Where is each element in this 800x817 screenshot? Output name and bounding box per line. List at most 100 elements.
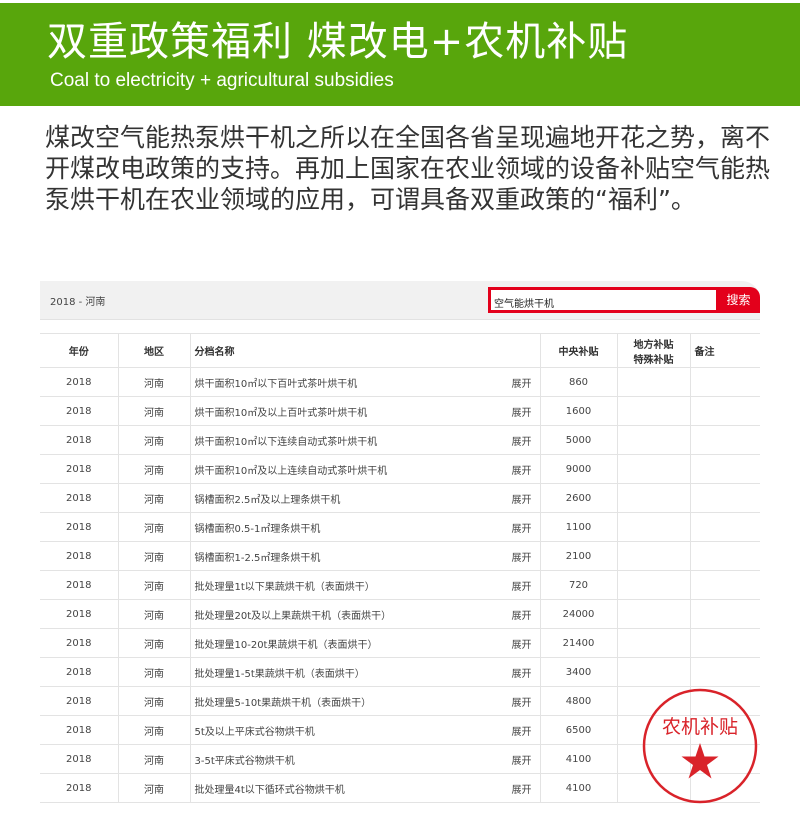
star-icon [681, 743, 719, 779]
cell-note [689, 396, 760, 426]
cell-local [616, 628, 691, 658]
table-header: 年份 地区 分档名称 中央补贴 地方补贴 特殊补贴 备注 [40, 333, 760, 368]
cell-central: 4100 [539, 773, 618, 803]
cell-central: 1100 [539, 512, 618, 542]
cell-local [616, 425, 691, 455]
col-local: 地方补贴 特殊补贴 [616, 333, 691, 368]
cell-note [689, 483, 760, 513]
cell-central: 6500 [539, 715, 618, 745]
cell-central: 1600 [539, 396, 618, 426]
item-name: 批处理量1-5t果蔬烘干机（表面烘干） [194, 668, 365, 680]
item-name: 锅槽面积2.5㎡及以上理条烘干机 [194, 494, 341, 506]
cell-year: 2018 [40, 657, 119, 687]
cell-central: 860 [539, 367, 618, 397]
cell-central: 4800 [539, 686, 618, 716]
cell-year: 2018 [40, 628, 119, 658]
cell-central: 21400 [539, 628, 618, 658]
cell-local [616, 657, 691, 687]
banner-title: 双重政策福利 煤改电+农机补贴 [47, 19, 629, 65]
cell-region: 河南 [117, 744, 191, 774]
expand-link[interactable]: 展开 [511, 610, 532, 622]
cell-year: 2018 [40, 715, 119, 745]
table-row: 2018 河南 烘干面积10㎡以下百叶式茶叶烘干机 展开 860 [40, 367, 760, 397]
cell-name: 批处理量1t以下果蔬烘干机（表面烘干） 展开 [189, 570, 541, 600]
cell-note [689, 657, 760, 687]
cell-note [689, 541, 760, 571]
expand-link[interactable]: 展开 [511, 465, 532, 477]
cell-note [689, 570, 760, 600]
cell-name: 批处理量4t以下循环式谷物烘干机 展开 [189, 773, 541, 803]
cell-year: 2018 [40, 396, 119, 426]
cell-region: 河南 [117, 483, 191, 513]
search-input[interactable]: 空气能烘干机 [488, 287, 719, 313]
cell-region: 河南 [117, 657, 191, 687]
expand-link[interactable]: 展开 [511, 697, 532, 709]
expand-link[interactable]: 展开 [511, 668, 532, 680]
expand-link[interactable]: 展开 [511, 378, 532, 390]
cell-name: 锅槽面积2.5㎡及以上理条烘干机 展开 [189, 483, 541, 513]
cell-note [689, 773, 760, 803]
table-row: 2018 河南 批处理量1-5t果蔬烘干机（表面烘干） 展开 3400 [40, 657, 760, 687]
banner-subtitle: Coal to electricity + agricultural subsi… [50, 70, 394, 91]
col-central: 中央补贴 [539, 333, 618, 368]
cell-note [689, 599, 760, 629]
cell-note [689, 425, 760, 455]
cell-name: 批处理量10-20t果蔬烘干机（表面烘干） 展开 [189, 628, 541, 658]
cell-name: 批处理量5-10t果蔬烘干机（表面烘干） 展开 [189, 686, 541, 716]
item-name: 批处理量5-10t果蔬烘干机（表面烘干） [194, 697, 372, 709]
cell-local [616, 541, 691, 571]
search-button[interactable]: 搜索 [717, 287, 760, 313]
expand-link[interactable]: 展开 [511, 407, 532, 419]
subsidy-stamp: 农机补贴 [642, 688, 758, 804]
table-row: 2018 河南 批处理量4t以下循环式谷物烘干机 展开 4100 [40, 773, 760, 803]
cell-name: 批处理量20t及以上果蔬烘干机（表面烘干） 展开 [189, 599, 541, 629]
expand-link[interactable]: 展开 [511, 784, 532, 796]
table-row: 2018 河南 批处理量20t及以上果蔬烘干机（表面烘干） 展开 24000 [40, 599, 760, 629]
cell-year: 2018 [40, 570, 119, 600]
cell-note [689, 454, 760, 484]
expand-link[interactable]: 展开 [511, 581, 532, 593]
cell-region: 河南 [117, 570, 191, 600]
expand-link[interactable]: 展开 [511, 639, 532, 651]
expand-link[interactable]: 展开 [511, 755, 532, 767]
expand-link[interactable]: 展开 [511, 552, 532, 564]
cell-region: 河南 [117, 628, 191, 658]
intro-text: 煤改空气能热泵烘干机之所以在全国各省呈现遍地开花之势，离不开煤改电政策的支持。再… [45, 123, 771, 214]
cell-note [689, 628, 760, 658]
cell-region: 河南 [117, 599, 191, 629]
item-name: 锅槽面积0.5-1㎡理条烘干机 [194, 523, 321, 535]
cell-region: 河南 [117, 367, 191, 397]
cell-year: 2018 [40, 454, 119, 484]
item-name: 烘干面积10㎡及以上百叶式茶叶烘干机 [194, 407, 368, 419]
col-year: 年份 [40, 333, 119, 368]
cell-local [616, 715, 691, 745]
cell-name: 烘干面积10㎡以下百叶式茶叶烘干机 展开 [189, 367, 541, 397]
item-name: 锅槽面积1-2.5㎡理条烘干机 [194, 552, 321, 564]
item-name: 烘干面积10㎡及以上连续自动式茶叶烘干机 [194, 465, 388, 477]
col-note: 备注 [689, 333, 760, 368]
cell-year: 2018 [40, 541, 119, 571]
cell-note [689, 715, 760, 745]
table-row: 2018 河南 批处理量10-20t果蔬烘干机（表面烘干） 展开 21400 [40, 628, 760, 658]
cell-local [616, 599, 691, 629]
col-local-label: 地方补贴 [633, 339, 674, 351]
cell-year: 2018 [40, 425, 119, 455]
cell-year: 2018 [40, 599, 119, 629]
item-name: 5t及以上平床式谷物烘干机 [194, 726, 315, 738]
expand-link[interactable]: 展开 [511, 726, 532, 738]
table-row: 2018 河南 烘干面积10㎡及以上连续自动式茶叶烘干机 展开 9000 [40, 454, 760, 484]
item-name: 批处理量10-20t果蔬烘干机（表面烘干） [194, 639, 378, 651]
cell-central: 2100 [539, 541, 618, 571]
item-name: 批处理量1t以下果蔬烘干机（表面烘干） [194, 581, 375, 593]
cell-year: 2018 [40, 367, 119, 397]
expand-link[interactable]: 展开 [511, 436, 532, 448]
cell-central: 2600 [539, 483, 618, 513]
item-name: 批处理量4t以下循环式谷物烘干机 [194, 784, 345, 796]
expand-link[interactable]: 展开 [511, 494, 532, 506]
table-row: 2018 河南 批处理量5-10t果蔬烘干机（表面烘干） 展开 4800 [40, 686, 760, 716]
expand-link[interactable]: 展开 [511, 523, 532, 535]
cell-name: 5t及以上平床式谷物烘干机 展开 [189, 715, 541, 745]
cell-name: 批处理量1-5t果蔬烘干机（表面烘干） 展开 [189, 657, 541, 687]
subsidy-table: 年份 地区 分档名称 中央补贴 地方补贴 特殊补贴 备注 2018 河南 烘干面积… [40, 333, 760, 803]
cell-region: 河南 [117, 512, 191, 542]
